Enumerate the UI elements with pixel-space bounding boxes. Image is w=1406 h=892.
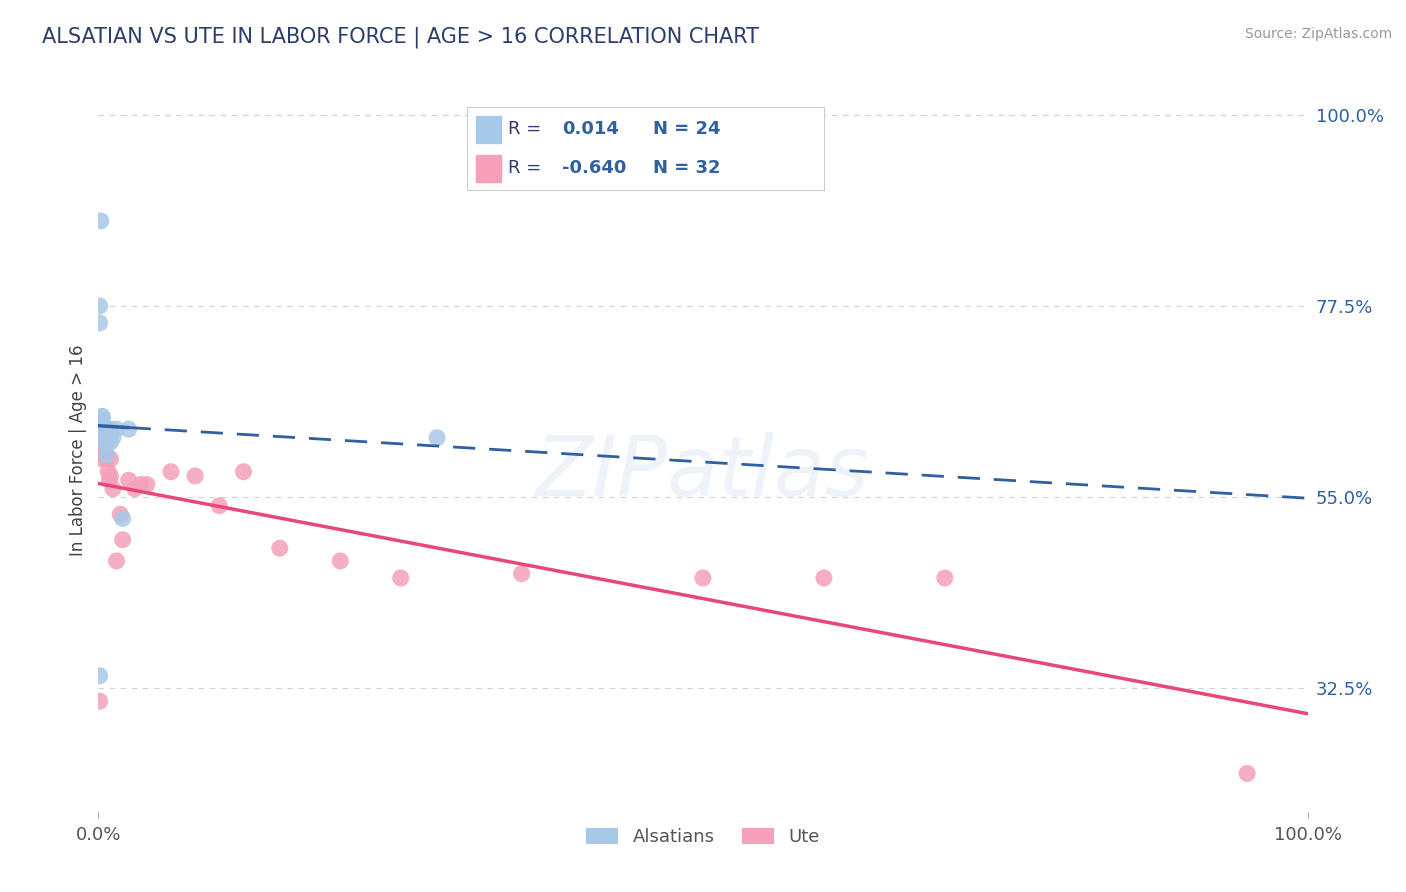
Text: ZIPatlas: ZIPatlas — [536, 432, 870, 513]
Point — [98, 473, 121, 487]
Point — [124, 482, 146, 496]
Point — [105, 554, 128, 568]
Point — [89, 316, 111, 330]
Point — [208, 499, 231, 513]
Point — [91, 409, 114, 424]
Point — [129, 477, 152, 491]
Point — [111, 511, 134, 525]
Point — [89, 694, 111, 708]
Point — [426, 431, 449, 445]
Legend: Alsatians, Ute: Alsatians, Ute — [579, 821, 827, 854]
Point — [89, 299, 111, 313]
Point — [692, 571, 714, 585]
Point — [91, 414, 114, 428]
Point — [108, 507, 131, 521]
Point — [90, 426, 112, 441]
Point — [94, 448, 117, 462]
Point — [97, 426, 120, 441]
Point — [111, 533, 134, 547]
Point — [160, 465, 183, 479]
Point — [100, 469, 122, 483]
Point — [510, 566, 533, 581]
Point — [91, 417, 114, 432]
Point — [93, 434, 115, 449]
Point — [118, 422, 141, 436]
Point — [93, 431, 115, 445]
Point — [118, 473, 141, 487]
Point — [101, 431, 124, 445]
Point — [94, 426, 117, 441]
Point — [97, 465, 120, 479]
Point — [90, 417, 112, 432]
Point — [184, 469, 207, 483]
Point — [135, 477, 157, 491]
Point — [934, 571, 956, 585]
Point — [269, 541, 291, 556]
Point — [91, 422, 114, 436]
Point — [91, 448, 114, 462]
Point — [101, 482, 124, 496]
Point — [89, 669, 111, 683]
Point — [389, 571, 412, 585]
Point — [813, 571, 835, 585]
Point — [90, 214, 112, 228]
Point — [91, 452, 114, 467]
Point — [91, 409, 114, 424]
Point — [96, 448, 118, 462]
Point — [93, 431, 115, 445]
Point — [93, 439, 115, 453]
Y-axis label: In Labor Force | Age > 16: In Labor Force | Age > 16 — [69, 344, 87, 557]
Point — [98, 431, 121, 445]
Point — [1236, 766, 1258, 780]
Text: ALSATIAN VS UTE IN LABOR FORCE | AGE > 16 CORRELATION CHART: ALSATIAN VS UTE IN LABOR FORCE | AGE > 1… — [42, 27, 759, 48]
Point — [100, 452, 122, 467]
Point — [100, 434, 122, 449]
Text: Source: ZipAtlas.com: Source: ZipAtlas.com — [1244, 27, 1392, 41]
Point — [96, 452, 118, 467]
Point — [105, 422, 128, 436]
Point — [232, 465, 254, 479]
Point — [100, 422, 122, 436]
Point — [329, 554, 352, 568]
Point — [97, 422, 120, 436]
